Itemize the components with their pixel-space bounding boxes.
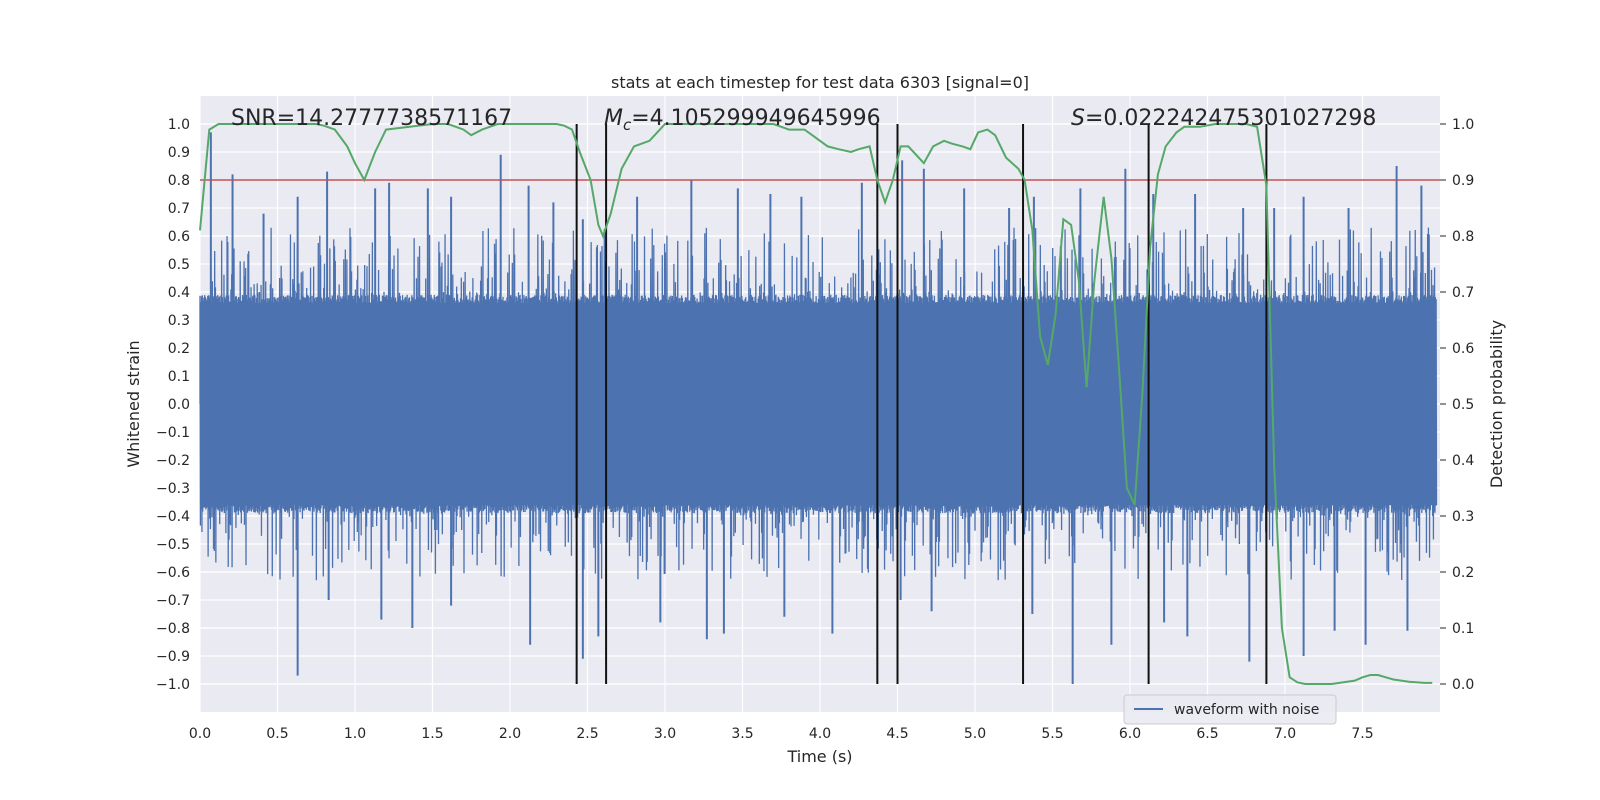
- y-tick-18: 0.8: [168, 173, 190, 189]
- y2-tick-8: 0.8: [1452, 229, 1474, 245]
- x-tick-4: 2.0: [499, 726, 521, 742]
- x-tick-0: 0.0: [189, 726, 211, 742]
- waveform-line: [199, 227, 1438, 581]
- y-tick-9: −0.1: [156, 425, 190, 441]
- y-tick-0: −1.0: [156, 677, 190, 693]
- y-tick-11: 0.1: [168, 369, 190, 385]
- y2-tick-3: 0.3: [1452, 509, 1474, 525]
- mc-value: =4.105299949645996: [631, 106, 880, 131]
- s-annotation: S=0.022242475301027298: [1071, 106, 1376, 131]
- y-tick-20: 1.0: [168, 117, 190, 133]
- x-tick-7: 3.5: [731, 726, 753, 742]
- x-tick-labels: 0.0 0.5 1.0 1.5 2.0 2.5 3.0 3.5 4.0 4.5 5.0 5.5 6.0 6…: [189, 726, 1374, 742]
- y2-tick-4: 0.4: [1452, 453, 1474, 469]
- y2-tick-0: 0.0: [1452, 677, 1474, 693]
- y2-tick-labels: 0.0 0.1 0.2 0.3 0.4 0.5 0.6 0.7 0.8 0.9 1.0: [1440, 117, 1474, 693]
- y2-tick-5: 0.5: [1452, 397, 1474, 413]
- y2-axis-title: Detection probability: [1487, 320, 1506, 488]
- y-tick-12: 0.2: [168, 341, 190, 357]
- legend-box: [1123, 694, 1337, 725]
- x-tick-10: 5.0: [964, 726, 986, 742]
- y2-tick-1: 0.1: [1452, 621, 1474, 637]
- s-value: =0.022242475301027298: [1085, 106, 1376, 131]
- y-tick-19: 0.9: [168, 145, 190, 161]
- probability-line: [199, 123, 1433, 685]
- y-tick-2: −0.8: [156, 621, 190, 637]
- y-tick-4: −0.6: [156, 565, 190, 581]
- x-tick-6: 3.0: [654, 726, 676, 742]
- y2-tick-9: 0.9: [1452, 173, 1474, 189]
- x-tick-14: 7.0: [1274, 726, 1296, 742]
- y-tick-7: −0.3: [156, 481, 190, 497]
- x-axis-title: Time (s): [786, 747, 852, 766]
- y2-tick-10: 1.0: [1452, 117, 1474, 133]
- s-symbol: S: [1071, 106, 1085, 131]
- y-tick-16: 0.6: [168, 229, 190, 245]
- mc-symbol: M: [604, 106, 623, 131]
- y-axis-title: Whitened strain: [124, 340, 143, 467]
- x-tick-3: 1.5: [421, 726, 443, 742]
- y-tick-8: −0.2: [156, 453, 190, 469]
- x-tick-9: 4.5: [886, 726, 908, 742]
- y2-tick-6: 0.6: [1452, 341, 1474, 357]
- mc-subscript: c: [623, 116, 632, 134]
- y-tick-1: −0.9: [156, 649, 190, 665]
- x-tick-12: 6.0: [1119, 726, 1141, 742]
- mc-annotation: Mc=4.105299949645996: [604, 106, 881, 134]
- y2-tick-2: 0.2: [1452, 565, 1474, 581]
- y-tick-6: −0.4: [156, 509, 190, 525]
- y-tick-15: 0.5: [168, 257, 190, 273]
- legend: waveform with noise: [1123, 694, 1337, 725]
- y-tick-labels: −1.0 −0.9 −0.8 −0.7 −0.6 −0.5 −0.4 −0.3 −0.2 −0.1…: [156, 117, 190, 693]
- y-tick-17: 0.7: [168, 201, 190, 217]
- x-tick-11: 5.5: [1041, 726, 1063, 742]
- x-tick-13: 6.5: [1196, 726, 1218, 742]
- x-tick-5: 2.5: [576, 726, 598, 742]
- vertical-markers: [575, 124, 1268, 684]
- snr-annotation: SNR=14.2777738571167: [231, 106, 512, 131]
- waveform-series: [199, 132, 1438, 684]
- chart-title: stats at each timestep for test data 630…: [611, 73, 1029, 92]
- y-tick-5: −0.5: [156, 537, 190, 553]
- y2-tick-7: 0.7: [1452, 285, 1474, 301]
- x-tick-8: 4.0: [809, 726, 831, 742]
- y-tick-3: −0.7: [156, 593, 190, 609]
- y-tick-14: 0.4: [168, 285, 190, 301]
- legend-label: waveform with noise: [1174, 702, 1319, 718]
- y-tick-13: 0.3: [168, 313, 190, 329]
- x-tick-1: 0.5: [266, 726, 288, 742]
- x-tick-15: 7.5: [1351, 726, 1373, 742]
- x-tick-2: 1.0: [344, 726, 366, 742]
- y-tick-10: 0.0: [168, 397, 190, 413]
